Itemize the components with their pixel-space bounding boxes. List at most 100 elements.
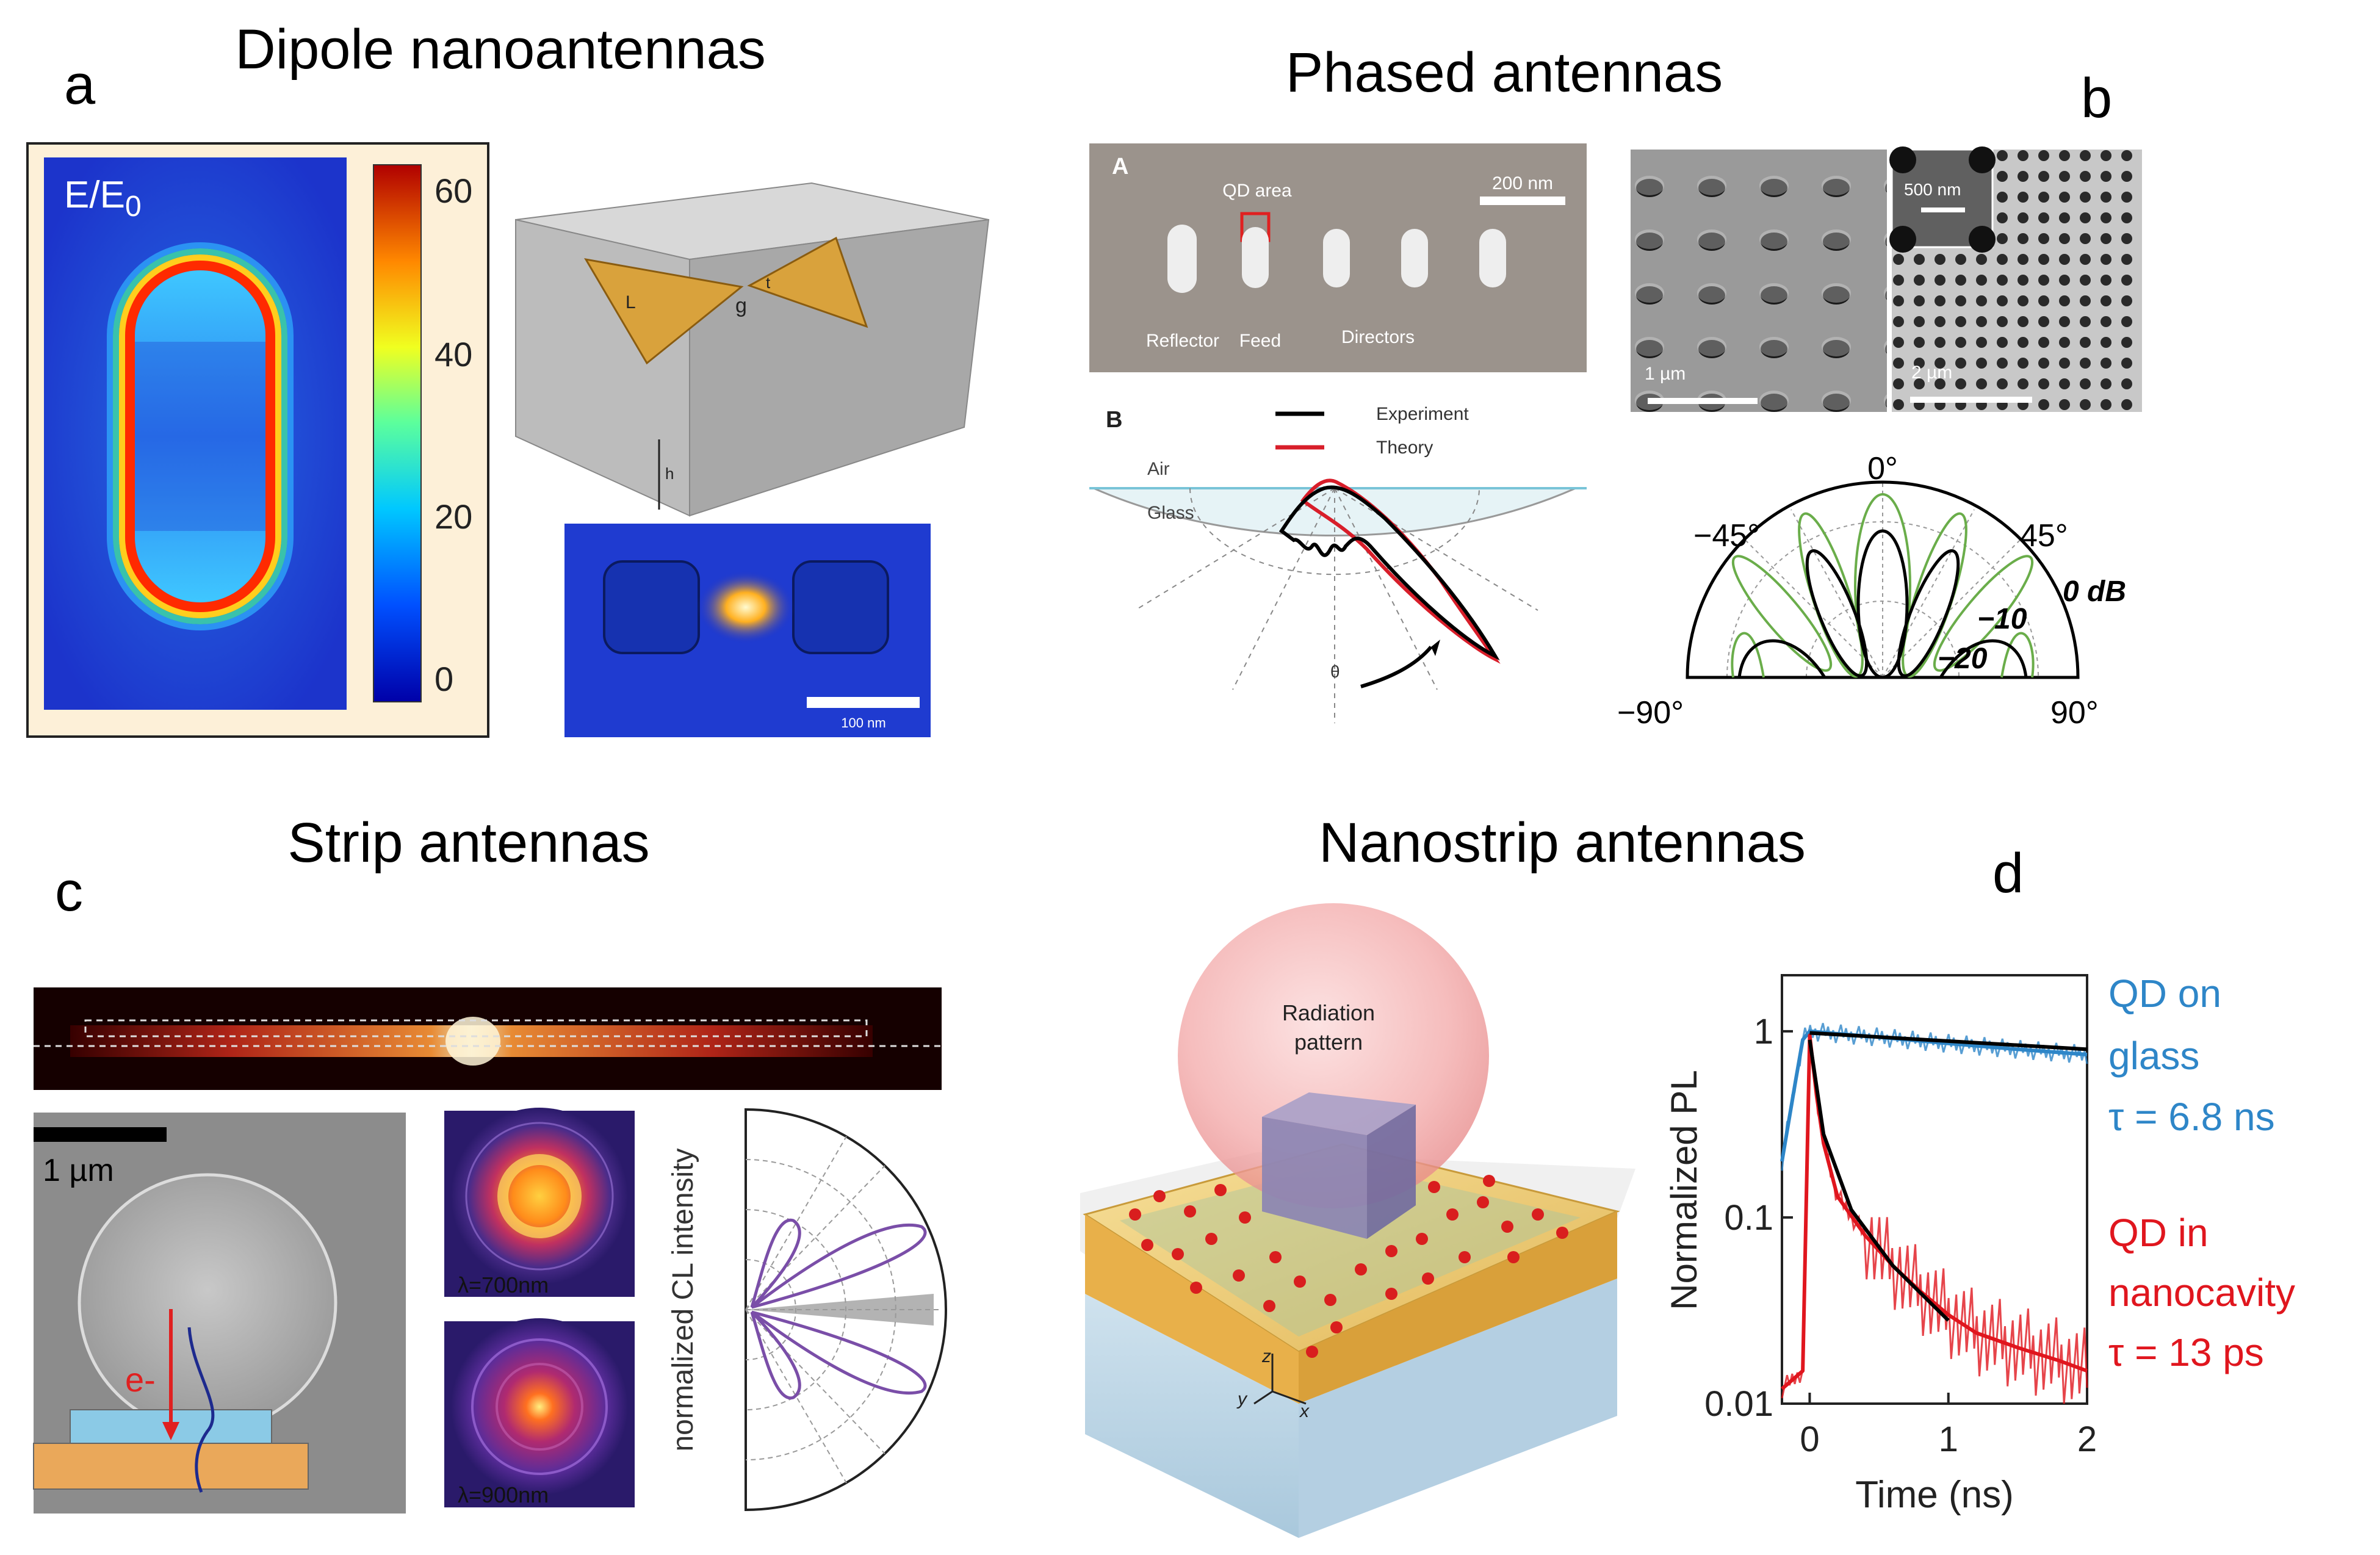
legend-glass-tau: τ = 6.8 ns xyxy=(2108,1095,2275,1139)
svg-text:QD area: QD area xyxy=(1222,181,1292,201)
panel-d-title: Nanostrip antennas xyxy=(1319,812,1806,874)
x-tick-label: 2 xyxy=(2077,1420,2097,1459)
svg-text:Feed: Feed xyxy=(1239,331,1281,351)
cl-lobe-upper xyxy=(751,1223,927,1309)
gap-label: g xyxy=(735,294,747,317)
pl-decay-chart: 0 1 2 0.01 0.1 1 Normalized PL Time (ns) QD o… xyxy=(1664,972,2295,1516)
cbar-tick-0: 0 xyxy=(435,660,453,698)
experiment-lobe xyxy=(1278,485,1500,661)
svg-text:200 nm: 200 nm xyxy=(1492,173,1553,193)
series-noise-1 xyxy=(1781,1033,2088,1404)
panel-d-letter: d xyxy=(1992,842,2024,904)
cbar-tick-60: 60 xyxy=(435,171,472,210)
panel-a-letter: a xyxy=(64,54,96,116)
axes-triad xyxy=(1253,1354,1307,1405)
cl-lobe-lower xyxy=(751,1310,927,1395)
svg-text:1 µm: 1 µm xyxy=(1645,364,1686,384)
svg-text:z: z xyxy=(1261,1346,1271,1366)
feed-rod xyxy=(1242,227,1269,288)
svg-text:0 dB: 0 dB xyxy=(2063,575,2126,608)
panel-c-letter: c xyxy=(55,860,83,923)
svg-text:Air: Air xyxy=(1147,459,1170,479)
bowtie-left xyxy=(584,258,744,365)
dipole-rod xyxy=(135,270,265,602)
svg-text:100 nm: 100 nm xyxy=(841,715,885,731)
cbar-tick-40: 40 xyxy=(435,335,472,373)
svg-text:Directors: Directors xyxy=(1341,327,1415,347)
svg-text:L: L xyxy=(626,292,636,312)
svg-text:Experiment: Experiment xyxy=(1376,404,1469,424)
svg-text:λ=700nm: λ=700nm xyxy=(458,1272,549,1297)
svg-text:45°: 45° xyxy=(2020,518,2068,554)
svg-text:t: t xyxy=(766,273,771,292)
svg-text:−90°: −90° xyxy=(1617,695,1684,731)
svg-text:Glass: Glass xyxy=(1147,503,1194,523)
legend-cavity-2: nanocavity xyxy=(2108,1271,2295,1315)
svg-text:A: A xyxy=(1112,154,1128,179)
svg-text:pattern: pattern xyxy=(1294,1030,1363,1055)
legend-cavity-tau: τ = 13 ps xyxy=(2108,1330,2264,1374)
svg-text:500 nm: 500 nm xyxy=(1904,180,1961,199)
svg-text:Theory: Theory xyxy=(1376,438,1433,458)
cl-strip-map xyxy=(34,987,942,1090)
fit-line-0 xyxy=(1809,1031,2088,1052)
panel-b: Phased antennas b A QD area 200 nm Refle… xyxy=(1089,41,2142,731)
panel-a: a Dipole nanoantennas E/E0 60 40 20 0 L … xyxy=(26,18,990,738)
hole-array-sem: 1 µm 500 nm 2 µm xyxy=(1631,146,2142,412)
y-tick-label: 0.1 xyxy=(1724,1198,1773,1238)
svg-text:x: x xyxy=(1299,1401,1310,1421)
svg-text:2 µm: 2 µm xyxy=(1911,363,1952,383)
field-ring-outer xyxy=(119,254,281,618)
x-tick-label: 0 xyxy=(1800,1420,1819,1459)
nanocube xyxy=(1262,1092,1416,1239)
legend-glass-1: QD on xyxy=(2108,972,2221,1016)
panel-c-title: Strip antennas xyxy=(287,812,649,874)
svg-text:−45°: −45° xyxy=(1693,518,1760,554)
svg-text:y: y xyxy=(1236,1389,1248,1409)
colorbar xyxy=(373,164,422,702)
svg-text:h: h xyxy=(665,464,674,483)
cbar-tick-20: 20 xyxy=(435,497,472,536)
y-tick-label: 1 xyxy=(1754,1012,1773,1052)
scalebar xyxy=(807,697,920,708)
svg-text:θ: θ xyxy=(1330,662,1340,681)
cl-image-700: λ=700nm xyxy=(444,1108,635,1297)
nanocavity-schematic: Radiation pattern xyxy=(1080,903,1635,1538)
db-polar: 0° −45° 45° −90° 90° 0 dB −10 −20 xyxy=(1617,451,2126,731)
svg-text:−10: −10 xyxy=(1977,603,2027,635)
panel-a-title: Dipole nanoantennas xyxy=(235,18,766,81)
cl-axis-label: normalized CL intensity xyxy=(667,1148,699,1451)
theory-lobe xyxy=(1300,478,1501,664)
y-axis-label: Normalized PL xyxy=(1664,1070,1704,1310)
svg-text:0°: 0° xyxy=(1867,451,1898,486)
bowtie-schematic: L t g h xyxy=(515,182,990,517)
reflector-rod xyxy=(1167,225,1197,293)
x-tick-label: 1 xyxy=(1939,1420,1958,1459)
svg-text:−20: −20 xyxy=(1938,643,1988,675)
svg-text:90°: 90° xyxy=(2050,695,2099,731)
field-label: E/E0 xyxy=(64,174,142,223)
svg-text:B: B xyxy=(1106,407,1122,433)
yagi-sem: A QD area 200 nm Reflector Feed Director… xyxy=(1089,143,1587,372)
legend-cavity-1: QD in xyxy=(2108,1211,2209,1255)
cl-polar xyxy=(745,1108,947,1512)
x-axis-label: Time (ns) xyxy=(1855,1474,2013,1516)
electron-label: e- xyxy=(125,1360,156,1399)
svg-text:Reflector: Reflector xyxy=(1146,331,1219,351)
svg-text:λ=900nm: λ=900nm xyxy=(458,1482,549,1507)
fit-line-1 xyxy=(1808,1039,1950,1322)
sem-disk: 1 µm e- xyxy=(33,1113,406,1514)
svg-text:Radiation: Radiation xyxy=(1282,1000,1375,1025)
cl-image-900: λ=900nm xyxy=(444,1318,635,1507)
panel-b-letter: b xyxy=(2081,67,2112,129)
panel-d: Nanostrip antennas d Radiation pattern xyxy=(1080,812,2295,1538)
quantum-dots xyxy=(1129,1175,1568,1358)
panel-c: Strip antennas c 1 µm e- xyxy=(33,812,947,1514)
legend-glass-2: glass xyxy=(2108,1034,2199,1078)
panel-b-title: Phased antennas xyxy=(1286,41,1723,104)
bowtie-right xyxy=(747,236,868,328)
near-field-map: 100 nm xyxy=(564,524,931,737)
yagi-polar: B Experiment Theory Air Glass θ xyxy=(1089,404,1587,723)
svg-text:1 µm: 1 µm xyxy=(43,1153,114,1188)
y-tick-label: 0.01 xyxy=(1704,1384,1773,1424)
